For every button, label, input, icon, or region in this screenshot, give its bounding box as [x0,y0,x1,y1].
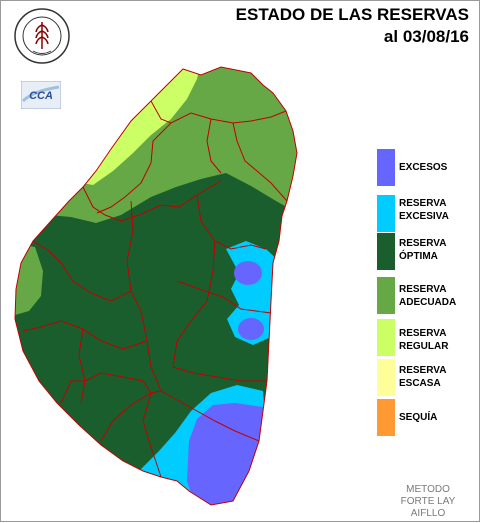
bolsa-de-cereales-seal-icon [14,8,70,64]
legend-swatch-optima [377,233,395,270]
legend-label-escasa-2: ESCASA [399,378,441,389]
legend-swatch-regular [377,319,395,356]
legend-swatch-adecuada [377,277,395,314]
legend-label-adecuada-1: RESERVA [399,284,447,295]
legend-label-excesiva-2: EXCESIVA [399,211,449,222]
map-date: al 03/08/16 [383,27,469,46]
map-title: ESTADO DE LAS RESERVAS [235,5,469,24]
legend-label-regular-1: RESERVA [399,328,447,339]
legend-label-excesiva-1: RESERVA [399,198,447,209]
zone-excesos-1 [234,261,262,285]
svg-text:CCA: CCA [29,90,53,102]
method-line-1: METODO [406,484,450,495]
legend-swatch-escasa [377,359,395,396]
legend-label-excesos: EXCESOS [399,162,448,173]
legend-label-optima-1: RESERVA [399,238,447,249]
zone-excesos-3 [187,403,267,505]
legend-label-regular-2: REGULAR [399,341,449,352]
legend-label-optima-2: ÓPTIMA [399,251,438,262]
method-line-2: FORTE LAY [400,496,456,507]
legend-label-sequia: SEQUÍA [399,412,438,423]
zone-adecuada-west [15,241,43,319]
legend-swatch-excesiva [377,195,395,232]
legend-label-adecuada-2: ADECUADA [399,297,457,308]
zone-excesos-2 [238,318,264,340]
method-line-3: AIFLLO [410,508,446,519]
legend-swatch-excesos [377,149,395,186]
legend-label-escasa-1: RESERVA [399,365,447,376]
entre-rios-map [14,66,298,506]
cca-logo-icon: CCA [21,81,61,109]
method-note: METODO FORTE LAY AIFLLO [383,484,473,520]
legend-swatch-sequia [377,399,395,436]
